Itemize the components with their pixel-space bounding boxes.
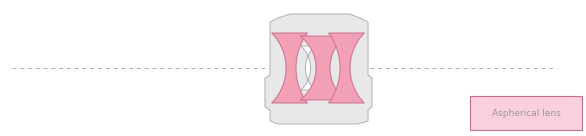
FancyBboxPatch shape [470, 96, 582, 130]
Text: Aspherical lens: Aspherical lens [492, 109, 560, 118]
Polygon shape [329, 33, 364, 103]
Polygon shape [300, 36, 346, 100]
Polygon shape [301, 46, 315, 90]
Polygon shape [265, 14, 372, 124]
Polygon shape [272, 33, 307, 103]
